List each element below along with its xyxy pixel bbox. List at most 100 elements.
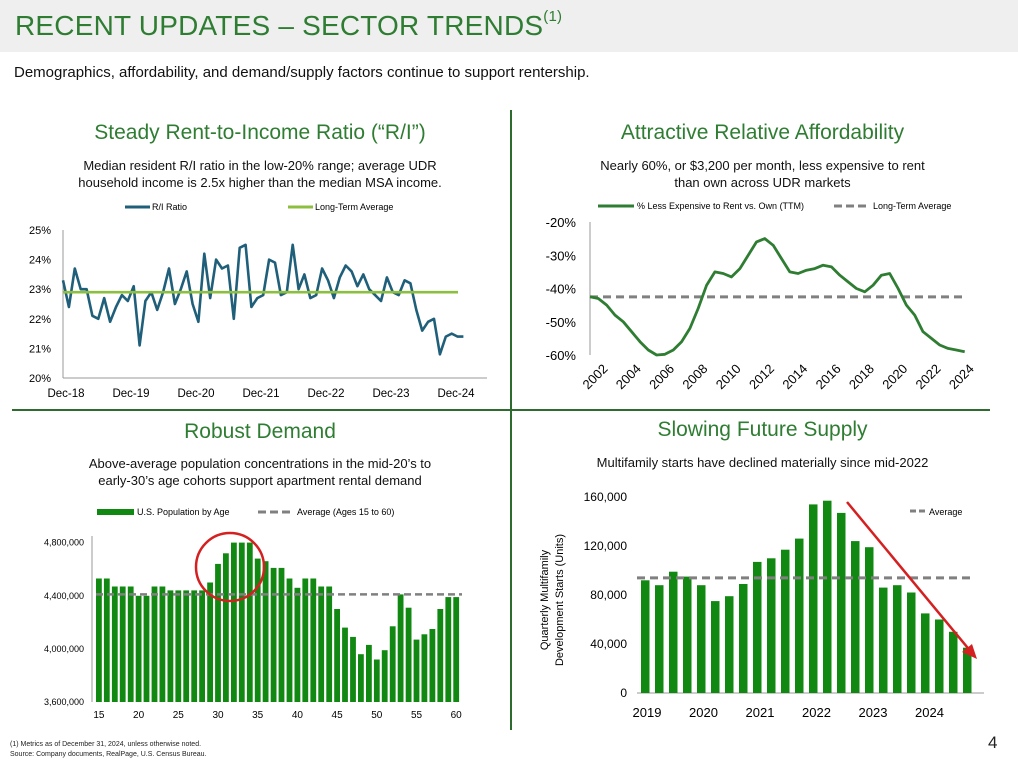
- supply-trend-arrowhead: [962, 644, 977, 659]
- afford-desc-line2: than own across UDR markets: [674, 175, 851, 190]
- demand-x-tick-label: 20: [133, 710, 145, 721]
- supply-bar: [823, 500, 832, 693]
- demand-bar: [223, 553, 229, 702]
- afford-x-tick-label: 2022: [913, 361, 944, 392]
- supply-x-tick-label: 2024: [915, 705, 944, 720]
- afford-x-tick-label: 2016: [813, 361, 844, 392]
- supply-y-tick-label: 80,000: [590, 588, 627, 602]
- supply-x-tick-label: 2022: [802, 705, 831, 720]
- demand-x-tick-label: 40: [292, 710, 304, 721]
- page-subtitle: Demographics, affordability, and demand/…: [14, 64, 590, 81]
- supply-bar: [851, 541, 860, 693]
- supply-bar: [893, 585, 902, 693]
- supply-bar: [837, 512, 846, 693]
- page-title: RECENT UPDATES – SECTOR TRENDS(1): [15, 8, 563, 41]
- ri-panel-description: Median resident R/I ratio in the low-20%…: [20, 157, 500, 191]
- supply-y-tick-label: 0: [620, 686, 627, 700]
- ri-x-tick-label: Dec-20: [177, 388, 214, 400]
- demand-bar: [366, 644, 372, 702]
- demand-bar: [445, 597, 452, 702]
- demand-bar: [143, 595, 150, 702]
- demand-bar: [278, 567, 285, 702]
- demand-bar: [254, 558, 261, 702]
- page-number: 4: [988, 733, 998, 752]
- demand-bar: [238, 542, 245, 702]
- supply-y-tick-label: 40,000: [590, 637, 627, 651]
- supply-bar: [683, 576, 692, 693]
- demand-bar: [334, 609, 340, 702]
- supply-bar: [921, 613, 930, 693]
- supply-bar: [949, 631, 958, 694]
- demand-legend-label-population: U.S. Population by Age: [137, 507, 230, 517]
- afford-x-tick-label: 2002: [580, 361, 611, 392]
- demand-bar: [286, 578, 293, 702]
- supply-x-tick-label: 2020: [689, 705, 718, 720]
- demand-bar: [373, 659, 380, 702]
- supply-y-axis-label-line2: Development Starts (Units): [554, 534, 566, 666]
- demand-bar: [191, 590, 198, 702]
- afford-y-tick-label: -60%: [546, 348, 577, 363]
- footnote-metrics: (1) Metrics as of December 31, 2024, unl…: [10, 741, 202, 748]
- afford-x-tick-label: 2010: [713, 361, 744, 392]
- demand-bar: [119, 586, 126, 702]
- demand-bar: [167, 590, 174, 702]
- demand-x-tick-label: 60: [451, 710, 463, 721]
- afford-x-tick-label: 2014: [779, 361, 810, 392]
- demand-bar: [231, 542, 237, 702]
- supply-x-tick-label: 2023: [859, 705, 888, 720]
- demand-x-tick-label: 35: [252, 710, 264, 721]
- ri-x-tick-label: Dec-18: [47, 388, 84, 400]
- demand-bar: [151, 586, 158, 702]
- supply-bar: [809, 504, 818, 693]
- ri-y-tick-label: 20%: [29, 373, 51, 385]
- demand-bar: [262, 561, 269, 702]
- demand-bar: [183, 590, 190, 702]
- demand-bar: [207, 582, 213, 702]
- ri-y-tick-label: 22%: [29, 314, 51, 326]
- ri-x-tick-label: Dec-19: [112, 388, 149, 400]
- supply-bar: [753, 561, 762, 693]
- ri-panel-title: Steady Rent-to-Income Ratio (“R/I”): [94, 121, 426, 144]
- demand-bar: [199, 590, 205, 702]
- ri-desc-line2: household income is 2.5x higher than the…: [78, 175, 442, 190]
- supply-bar: [669, 571, 678, 693]
- afford-x-tick-label: 2012: [746, 361, 777, 392]
- demand-x-tick-label: 45: [332, 710, 344, 721]
- ri-legend-label-ratio: R/I Ratio: [152, 202, 187, 212]
- demand-bar: [246, 542, 253, 702]
- demand-bar: [159, 586, 166, 702]
- demand-bar: [270, 567, 277, 702]
- ri-desc-line1: Median resident R/I ratio in the low-20%…: [83, 158, 437, 173]
- afford-x-tick-label: 2008: [679, 361, 710, 392]
- afford-x-tick-label: 2020: [879, 361, 910, 392]
- ri-y-tick-label: 21%: [29, 343, 51, 355]
- supply-y-axis-label-line1: Quarterly Multifamily: [539, 549, 551, 650]
- supply-bar: [697, 585, 706, 693]
- ri-x-tick-label: Dec-23: [372, 388, 409, 400]
- ri-y-tick-label: 23%: [29, 284, 51, 296]
- demand-x-tick-label: 25: [173, 710, 185, 721]
- demand-bar: [429, 629, 436, 702]
- supply-panel-description: Multifamily starts have declined materia…: [515, 454, 1010, 471]
- afford-y-tick-label: -50%: [546, 315, 577, 330]
- demand-y-tick-label: 3,600,000: [44, 697, 84, 707]
- supply-bar: [641, 580, 650, 693]
- supply-y-tick-label: 120,000: [584, 539, 628, 553]
- demand-x-tick-label: 50: [371, 710, 383, 721]
- footnote: (1) Metrics as of December 31, 2024, unl…: [10, 740, 207, 760]
- afford-legend-label-average: Long-Term Average: [873, 201, 951, 211]
- demand-bar: [310, 578, 317, 702]
- supply-bar: [725, 596, 734, 693]
- afford-x-tick-label: 2006: [646, 361, 677, 392]
- demand-bar: [453, 597, 460, 702]
- afford-desc-line1: Nearly 60%, or $3,200 per month, less ex…: [600, 158, 925, 173]
- demand-bar: [389, 626, 396, 702]
- afford-percent-line: [589, 237, 965, 357]
- demand-bar: [421, 634, 428, 702]
- demand-x-tick-label: 55: [411, 710, 423, 721]
- ri-x-tick-label: Dec-24: [437, 388, 475, 400]
- supply-panel-title: Slowing Future Supply: [657, 418, 868, 441]
- supply-desc-line1: Multifamily starts have declined materia…: [596, 455, 929, 470]
- supply-bar: [879, 587, 888, 693]
